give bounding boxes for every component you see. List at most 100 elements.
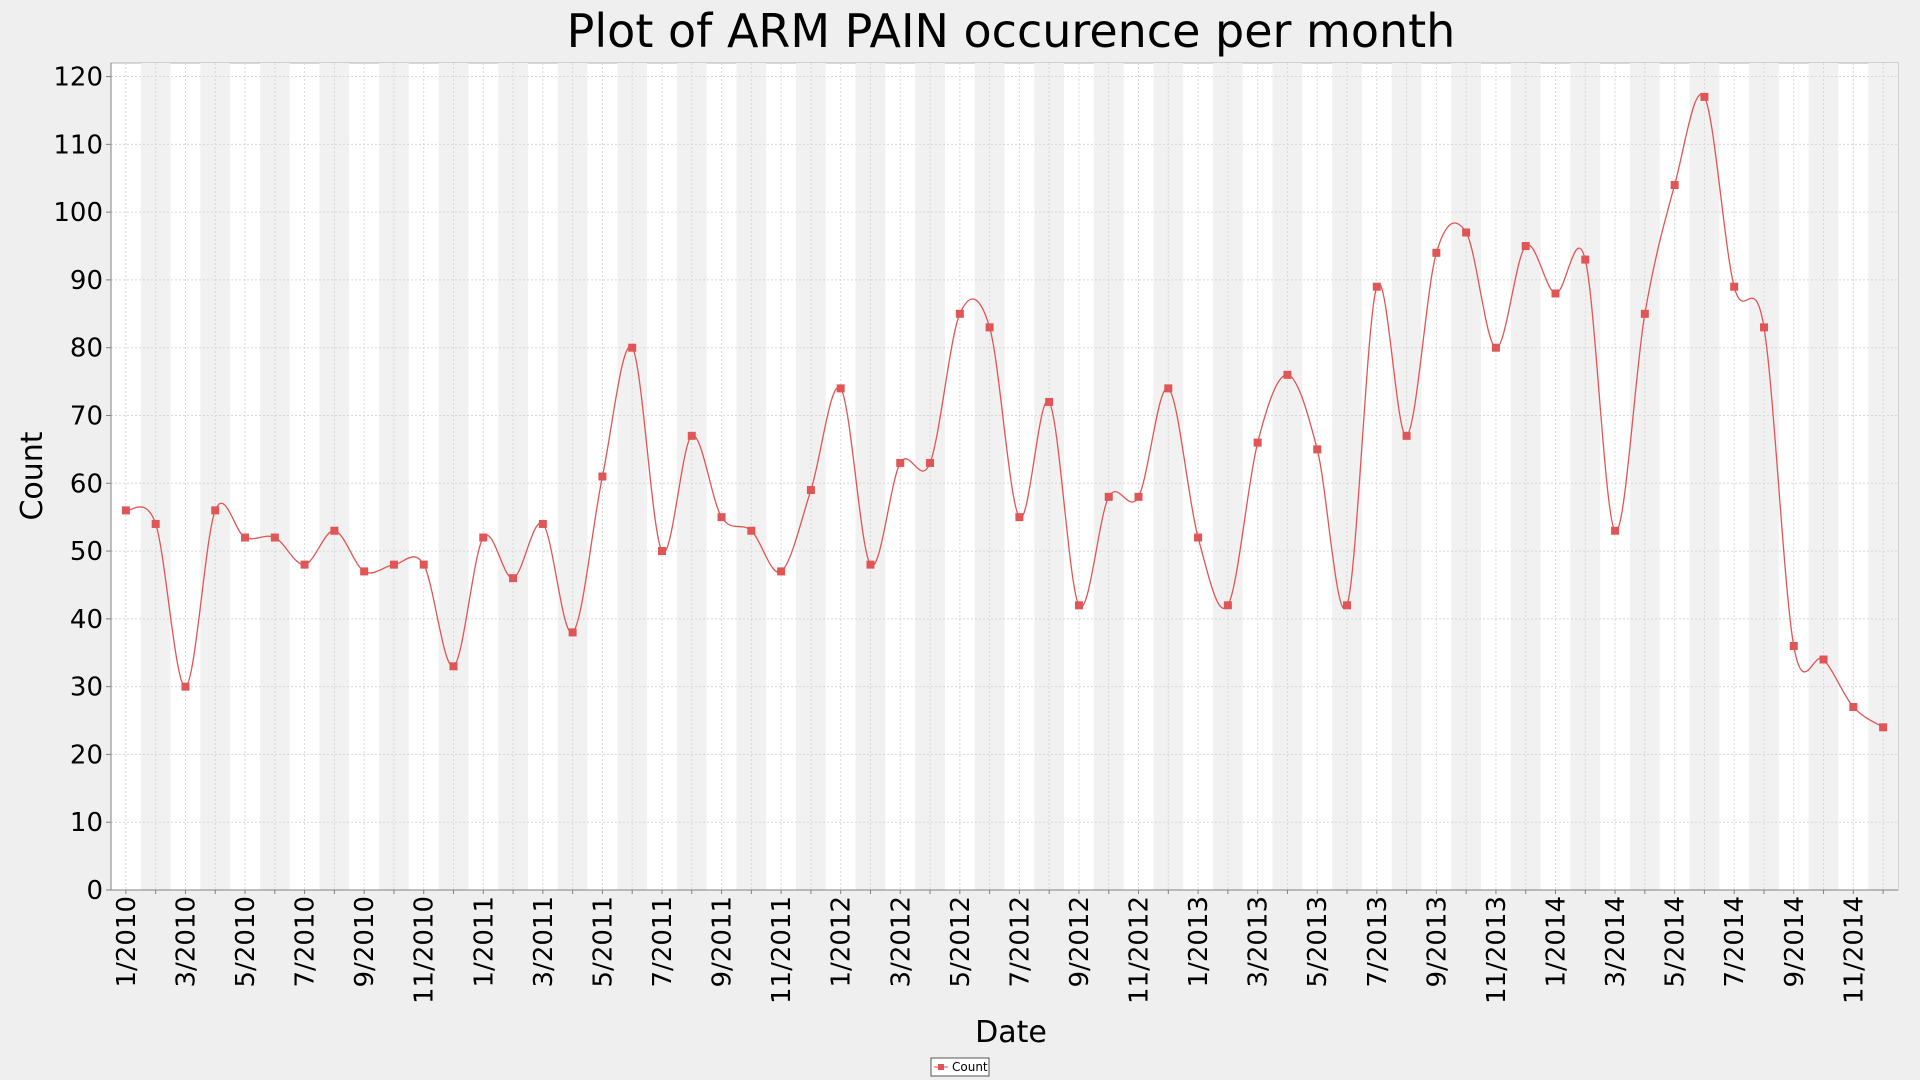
data-point (747, 526, 756, 535)
x-tick-label: 1/2013 (1184, 896, 1214, 987)
y-tick-label: 70 (70, 401, 103, 431)
data-point (1849, 702, 1858, 711)
data-point (330, 526, 339, 535)
data-point (241, 533, 250, 542)
data-point (1640, 309, 1649, 318)
series-points-group (121, 92, 1888, 732)
data-point (1730, 282, 1739, 291)
data-point (1611, 526, 1620, 535)
data-point (568, 628, 577, 637)
gridlines (111, 63, 1898, 890)
legend: Count (930, 1057, 990, 1077)
data-point (1164, 384, 1173, 393)
x-axis: 1/2010 3/2010 5/2010 7/2010 9/2010 11/2010 1/2… (111, 889, 1898, 1004)
data-point (181, 682, 190, 691)
data-point (1372, 282, 1381, 291)
data-point (1819, 655, 1828, 664)
data-point (1491, 343, 1500, 352)
y-tick-label: 60 (70, 469, 103, 499)
data-point (419, 560, 428, 569)
x-tick-label: 9/2012 (1065, 896, 1095, 987)
x-tick-label: 11/2012 (1125, 896, 1155, 1004)
x-tick-label: 5/2011 (588, 896, 618, 987)
data-point (1194, 533, 1203, 542)
y-tick-label: 10 (70, 808, 103, 838)
x-tick-label: 1/2010 (112, 896, 142, 987)
data-point (1253, 438, 1262, 447)
data-point (1313, 445, 1322, 454)
data-point (1432, 248, 1441, 257)
chart-title: Plot of ARM PAIN occurence per month (567, 4, 1456, 58)
data-point (479, 533, 488, 542)
x-tick-label: 7/2014 (1720, 896, 1750, 987)
data-point (955, 309, 964, 318)
data-point (1789, 641, 1798, 650)
data-point (866, 560, 875, 569)
data-point (121, 506, 130, 515)
x-tick-label: 7/2010 (291, 896, 321, 987)
data-point (1343, 601, 1352, 610)
y-tick-label: 30 (70, 673, 103, 703)
x-tick-label: 11/2013 (1482, 896, 1512, 1004)
y-axis: 0 10 20 30 40 50 60 70 80 90 100 110 120 (53, 63, 112, 906)
x-tick-label: 3/2013 (1244, 896, 1274, 987)
x-tick-label: 3/2012 (886, 896, 916, 987)
data-point (1759, 323, 1768, 332)
data-point (538, 519, 547, 528)
series-line (125, 93, 1884, 728)
data-point (1104, 492, 1113, 501)
x-tick-label: 7/2013 (1363, 896, 1393, 987)
x-tick-label: 5/2013 (1303, 896, 1333, 987)
data-point (985, 323, 994, 332)
y-tick-label: 80 (70, 334, 103, 364)
y-tick-label: 20 (70, 740, 103, 770)
data-point (1581, 255, 1590, 264)
data-point (657, 547, 666, 556)
y-tick-label: 90 (70, 266, 103, 296)
y-tick-label: 50 (70, 537, 103, 567)
data-point (1074, 601, 1083, 610)
x-tick-label: 9/2010 (350, 896, 380, 987)
data-point (1670, 181, 1679, 190)
y-tick-label: 100 (53, 198, 103, 228)
x-axis-title: Date (975, 1015, 1047, 1050)
data-point (598, 472, 607, 481)
y-tick-label: 120 (53, 63, 103, 93)
data-point (1551, 289, 1560, 298)
x-tick-label: 3/2011 (529, 896, 559, 987)
data-point (270, 533, 279, 542)
data-point (806, 486, 815, 495)
x-tick-label: 3/2010 (171, 896, 201, 987)
data-point (1521, 242, 1530, 251)
legend-marker-swatch (938, 1064, 944, 1070)
x-tick-label: 11/2011 (767, 896, 797, 1004)
data-point (628, 343, 637, 352)
x-tick-label: 1/2011 (469, 896, 499, 987)
y-axis-title: Count (15, 431, 50, 520)
x-tick-label: 5/2012 (946, 896, 976, 987)
x-tick-label: 1/2012 (827, 896, 857, 987)
data-point (717, 513, 726, 522)
data-point (687, 431, 696, 440)
legend-box (930, 1057, 990, 1077)
data-point (777, 567, 786, 576)
data-point (300, 560, 309, 569)
series-line-group (125, 93, 1884, 728)
data-point (1134, 492, 1143, 501)
data-point (836, 384, 845, 393)
data-point (1402, 431, 1411, 440)
x-tick-label: 9/2011 (708, 896, 738, 987)
y-tick-label: 40 (70, 605, 103, 635)
legend-label: Count (952, 1060, 988, 1074)
data-point (509, 574, 518, 583)
data-point (1879, 723, 1888, 732)
x-tick-label: 11/2014 (1839, 896, 1869, 1004)
x-tick-label: 5/2014 (1661, 896, 1691, 987)
data-point (1700, 92, 1709, 101)
x-tick-label: 9/2014 (1780, 896, 1810, 987)
x-tick-label: 1/2014 (1541, 896, 1571, 987)
x-tick-label: 7/2011 (648, 896, 678, 987)
data-point (1462, 228, 1471, 237)
x-tick-label: 5/2010 (231, 896, 261, 987)
